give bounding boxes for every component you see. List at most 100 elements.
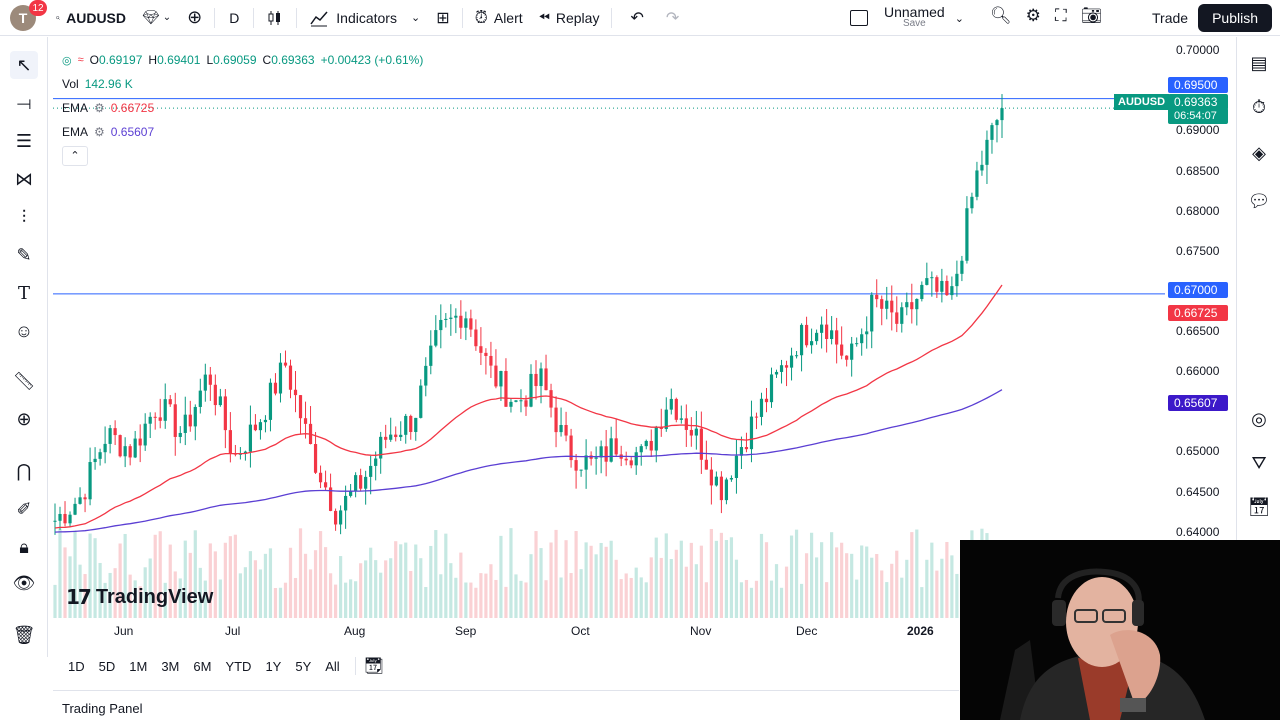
candle-body [940, 280, 944, 292]
volume-bar [890, 563, 894, 618]
target-icon[interactable]: ◎ [1251, 408, 1267, 429]
candle-body [529, 373, 533, 407]
price-chart[interactable] [53, 40, 1165, 618]
replay-button[interactable]: ⏪︎ Replay [531, 0, 608, 36]
volume-bar [779, 587, 784, 618]
lock-icon[interactable]: 🔒︎ [19, 536, 29, 557]
candle-body [323, 482, 328, 488]
prediction-icon[interactable]: ⫶ [21, 206, 27, 227]
volume-bar [379, 572, 383, 618]
range-1m[interactable]: 1M [129, 658, 148, 674]
volume-bar [404, 542, 408, 618]
range-6m[interactable]: 6M [193, 658, 212, 674]
alerts-clock-icon[interactable]: ⏱︎ [1251, 96, 1267, 117]
volume-bar [238, 573, 242, 618]
series-icon[interactable]: ◎ [62, 54, 72, 67]
quick-search-icon[interactable]: 🔍︎ [990, 6, 1012, 25]
tradingview-watermark: 𝟭𝟳 TradingView [66, 585, 213, 610]
add-symbol-button[interactable]: ⊕ [179, 0, 210, 36]
fullscreen-icon[interactable]: ⛶ [1054, 6, 1067, 25]
chevron-down-icon: ⌄ [410, 12, 421, 24]
cursor-icon[interactable]: ↖ [10, 51, 38, 79]
lock-drawings-icon[interactable]: ✐ [16, 498, 32, 519]
low-value: 0.69059 [213, 53, 257, 67]
trade-button[interactable]: Trade [1152, 10, 1189, 26]
camera-icon[interactable]: 📷︎ [1080, 6, 1103, 25]
layout-menu[interactable]: Unnamed Save ⌄ [850, 0, 964, 36]
indicators-button[interactable]: Indicators ⌄ [301, 0, 428, 36]
volume-bar [133, 580, 137, 618]
text-icon[interactable]: T [17, 282, 30, 304]
emoji-icon[interactable]: ☺ [14, 320, 34, 341]
zoom-in-icon[interactable]: ⊕ [16, 408, 32, 429]
candle-body [53, 520, 57, 522]
range-1y[interactable]: 1Y [265, 658, 282, 674]
volume-bar [93, 538, 97, 618]
candle-body [253, 424, 258, 431]
volume-bar [514, 574, 518, 618]
volume-bar [253, 560, 258, 618]
ideas-icon[interactable]: ⛛ [1251, 452, 1267, 473]
trash-icon[interactable]: 🗑︎ [12, 624, 36, 645]
volume-bar [148, 558, 152, 618]
alert-button[interactable]: ⏰︎ Alert [467, 0, 531, 36]
calendar-icon[interactable]: 📅︎ [1247, 496, 1271, 517]
trading-panel-tab[interactable]: Trading Panel [53, 690, 959, 720]
fib-retracement-icon[interactable]: ☰ [15, 130, 33, 151]
price-axis[interactable]: 0.70000 0.69000 0.68500 0.68000 0.67500 … [1166, 40, 1234, 540]
range-ytd[interactable]: YTD [225, 658, 252, 674]
ruler-icon[interactable]: 📏︎ [12, 370, 36, 391]
pattern-icon[interactable]: ⋈ [15, 168, 33, 189]
alarm-clock-icon: ⏰︎ [474, 7, 488, 27]
volume-bar [328, 573, 333, 618]
symbol-search[interactable]: AUDUSD [48, 0, 134, 36]
volume-bar [479, 573, 483, 618]
candle-body [689, 429, 693, 436]
settings-gear-icon[interactable]: ⚙︎ [1025, 6, 1041, 25]
candle-body [654, 427, 658, 451]
volume-bar [659, 557, 663, 618]
range-all[interactable]: All [325, 658, 340, 674]
compare-symbol-button[interactable]: 💎︎ ⌄ [134, 0, 179, 36]
candle-body [148, 416, 152, 424]
volume-bar [474, 587, 478, 618]
time-axis[interactable]: Jun Jul Aug Sep Oct Nov Dec 2026 [53, 620, 1165, 642]
volume-bar [809, 532, 814, 618]
volume-bar [825, 582, 829, 618]
templates-button[interactable]: ⊞ [428, 0, 457, 36]
chart-type-button[interactable] [258, 0, 292, 36]
publish-button[interactable]: Publish [1198, 4, 1272, 32]
candle-body [339, 510, 343, 525]
volume-bar [915, 529, 919, 618]
date-range-icon[interactable]: 📆︎ [363, 658, 385, 675]
range-1d[interactable]: 1D [68, 658, 85, 674]
settings-icon[interactable]: ⚙︎ [94, 101, 105, 115]
candle-body [970, 196, 974, 209]
trend-line-icon[interactable]: ⟞ [16, 92, 32, 113]
magnet-icon[interactable]: ⋂ [16, 460, 32, 481]
volume-bar [654, 537, 658, 618]
brush-icon[interactable]: ✎ [16, 244, 32, 265]
volume-bar [694, 564, 698, 618]
range-5d[interactable]: 5D [98, 658, 116, 674]
volume-bar [664, 533, 668, 618]
range-5y[interactable]: 5Y [295, 658, 312, 674]
candle-body [93, 458, 97, 463]
interval-button[interactable]: D [229, 9, 240, 26]
chat-icon[interactable]: 💬︎ [1247, 190, 1271, 211]
diamond-icon: 💎︎ [142, 9, 160, 25]
watchlist-icon[interactable]: ▤ [1250, 52, 1268, 73]
collapse-legend-button[interactable]: ⌃ [62, 144, 423, 168]
settings-icon[interactable]: ⚙︎ [94, 125, 105, 139]
eye-icon[interactable]: 👁︎ [12, 572, 36, 593]
volume-bar [519, 580, 523, 618]
undo-button[interactable]: ↶ [616, 0, 657, 36]
volume-bar [940, 558, 944, 618]
layers-icon[interactable]: ◈ [1252, 142, 1266, 163]
candle-body [409, 415, 413, 432]
wave-icon[interactable]: ≈ [77, 54, 84, 66]
redo-button[interactable]: ↷ [658, 0, 687, 36]
volume-bar [278, 587, 283, 618]
volume-bar [679, 540, 683, 618]
range-3m[interactable]: 3M [161, 658, 180, 674]
